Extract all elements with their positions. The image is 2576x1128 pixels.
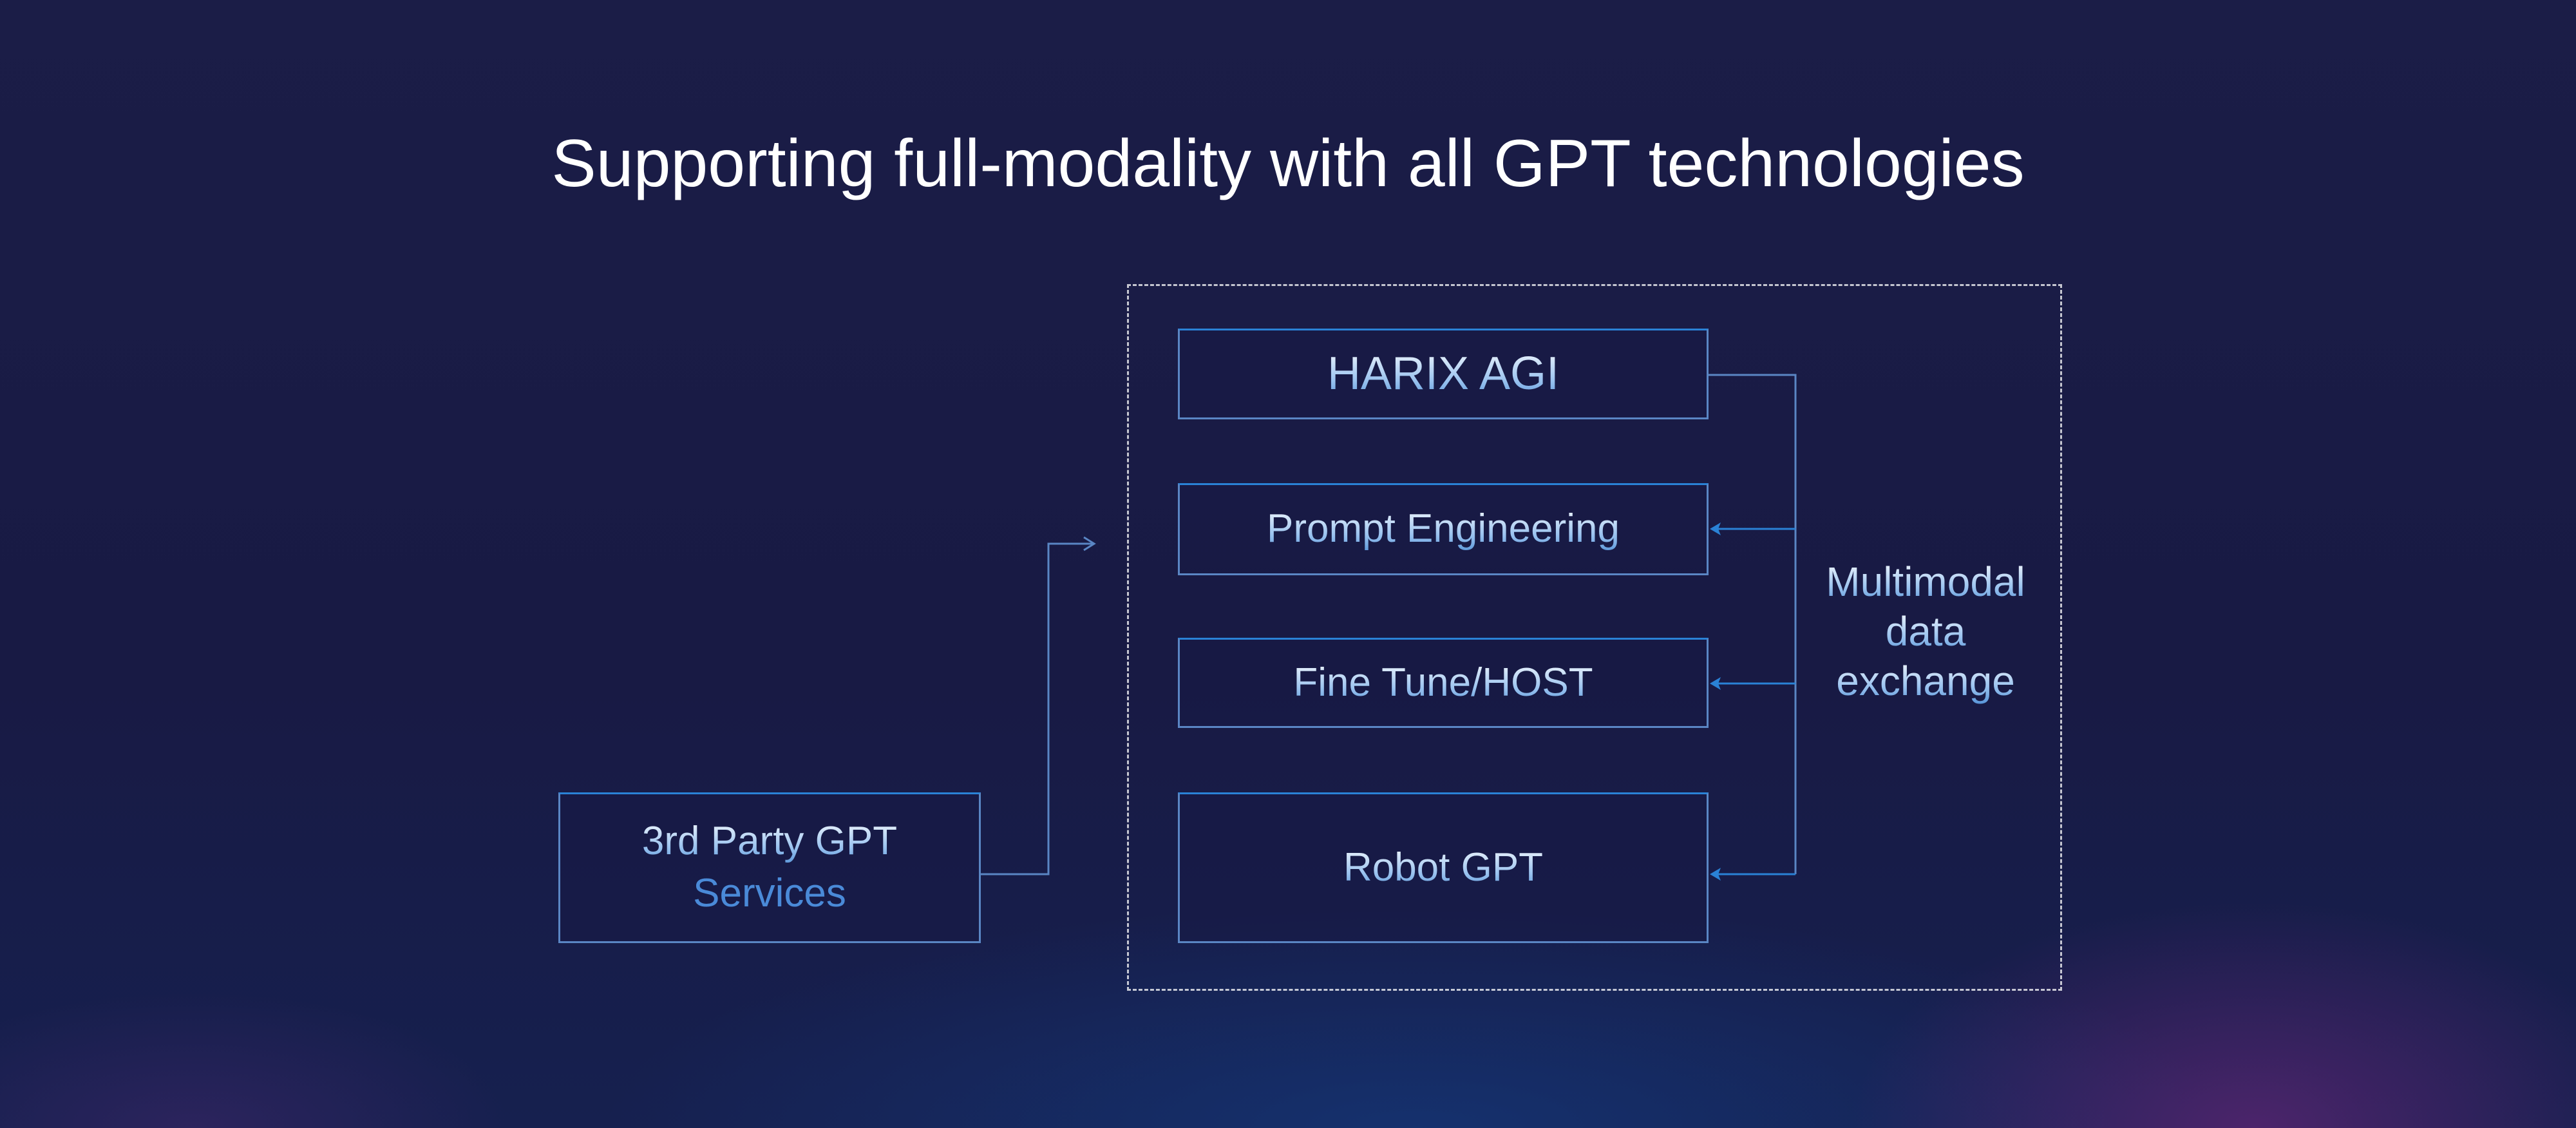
third-party-services-label: Services — [693, 871, 846, 915]
page-title: Supporting full-modality with all GPT te… — [551, 126, 2025, 201]
third-party-arrowhead-icon — [1083, 536, 1096, 551]
exchange-bus-line — [1709, 374, 1797, 874]
harix-agi-box: HARIX AGI — [1178, 329, 1709, 419]
multimodal-exchange-label: Multimodal data exchange — [1797, 557, 2054, 706]
platform-dashed-frame — [1127, 284, 2062, 991]
exchange-line-1: Multimodal — [1797, 557, 2054, 607]
fine-tune-host-box: Fine Tune/HOST — [1178, 638, 1709, 728]
arrowhead-prompt-icon — [1710, 522, 1721, 535]
third-party-gpt-box: 3rd Party GPT Services — [558, 792, 981, 943]
harix-agi-label: HARIX AGI — [1327, 344, 1559, 405]
robot-gpt-box: Robot GPT — [1178, 792, 1709, 943]
arrowhead-finetune-icon — [1710, 677, 1721, 690]
arrowhead-robot-icon — [1710, 868, 1721, 881]
third-party-gpt-label: 3rd Party GPT — [642, 816, 897, 868]
fine-tune-host-label: Fine Tune/HOST — [1293, 657, 1593, 709]
robot-gpt-label: Robot GPT — [1343, 842, 1543, 894]
exchange-line-3: exchange — [1797, 656, 2054, 706]
prompt-engineering-box: Prompt Engineering — [1178, 483, 1709, 575]
exchange-line-2: data — [1797, 607, 2054, 656]
prompt-engineering-label: Prompt Engineering — [1267, 503, 1620, 555]
third-party-connector — [981, 542, 1093, 875]
